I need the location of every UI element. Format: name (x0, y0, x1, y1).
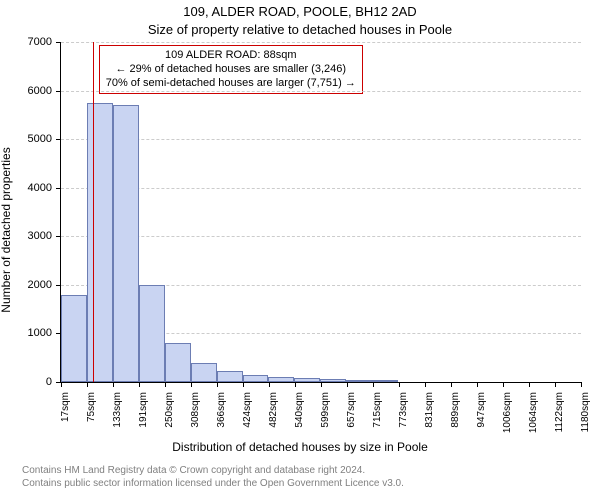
y-tick-label: 3000 (0, 230, 52, 242)
x-tick-label: 424sqm (242, 392, 253, 440)
annotation-box: 109 ALDER ROAD: 88sqm← 29% of detached h… (99, 45, 363, 94)
x-tick-label: 482sqm (268, 392, 279, 440)
x-tick-label: 1122sqm (554, 392, 565, 440)
histogram-bar (61, 295, 87, 382)
x-tick-label: 1064sqm (528, 392, 539, 440)
x-tick-label: 599sqm (320, 392, 331, 440)
histogram-bar (320, 379, 346, 382)
x-tick (503, 382, 504, 387)
y-tick-label: 0 (0, 376, 52, 388)
x-tick (321, 382, 322, 387)
x-tick (243, 382, 244, 387)
x-tick (555, 382, 556, 387)
chart-title-main: 109, ALDER ROAD, POOLE, BH12 2AD (0, 4, 600, 19)
histogram-bar (268, 377, 294, 382)
x-tick-label: 133sqm (112, 392, 123, 440)
y-tick (56, 91, 61, 92)
x-tick-label: 250sqm (164, 392, 175, 440)
annotation-line: 109 ALDER ROAD: 88sqm (106, 49, 356, 63)
chart-container: 109, ALDER ROAD, POOLE, BH12 2AD Size of… (0, 0, 600, 500)
x-tick (399, 382, 400, 387)
x-tick (425, 382, 426, 387)
reference-line (93, 42, 94, 382)
y-tick-label: 5000 (0, 133, 52, 145)
y-gridline (61, 42, 581, 43)
y-tick-label: 2000 (0, 279, 52, 291)
attribution-line2: Contains public sector information licen… (22, 477, 404, 490)
x-tick (477, 382, 478, 387)
y-tick (56, 188, 61, 189)
x-tick-label: 191sqm (138, 392, 149, 440)
histogram-bar (165, 343, 191, 382)
annotation-line: ← 29% of detached houses are smaller (3,… (106, 63, 356, 77)
attribution: Contains HM Land Registry data © Crown c… (22, 464, 404, 490)
x-tick (87, 382, 88, 387)
x-tick (347, 382, 348, 387)
x-tick (165, 382, 166, 387)
x-tick (269, 382, 270, 387)
y-tick-label: 4000 (0, 182, 52, 194)
y-tick-label: 1000 (0, 327, 52, 339)
x-tick (61, 382, 62, 387)
y-tick (56, 236, 61, 237)
x-tick (451, 382, 452, 387)
y-tick (56, 285, 61, 286)
x-tick-label: 540sqm (294, 392, 305, 440)
histogram-bar (372, 380, 398, 382)
x-tick (373, 382, 374, 387)
x-tick-label: 308sqm (190, 392, 201, 440)
x-tick (529, 382, 530, 387)
y-tick-label: 7000 (0, 36, 52, 48)
x-tick-label: 889sqm (450, 392, 461, 440)
histogram-bar (346, 380, 372, 382)
attribution-line1: Contains HM Land Registry data © Crown c… (22, 464, 404, 477)
histogram-bar (243, 375, 269, 382)
x-tick-label: 1006sqm (502, 392, 513, 440)
x-tick (139, 382, 140, 387)
x-tick-label: 75sqm (86, 392, 97, 440)
chart-title-sub: Size of property relative to detached ho… (0, 22, 600, 37)
x-tick (295, 382, 296, 387)
y-tick-label: 6000 (0, 85, 52, 97)
y-gridline (61, 188, 581, 189)
x-tick-label: 657sqm (346, 392, 357, 440)
y-gridline (61, 236, 581, 237)
y-tick (56, 139, 61, 140)
x-tick-label: 831sqm (424, 392, 435, 440)
x-tick (217, 382, 218, 387)
x-tick-label: 1180sqm (580, 392, 591, 440)
y-tick (56, 42, 61, 43)
x-tick-label: 947sqm (476, 392, 487, 440)
y-gridline (61, 91, 581, 92)
histogram-bar (191, 363, 217, 382)
x-tick (191, 382, 192, 387)
histogram-bar (217, 371, 243, 382)
x-tick (581, 382, 582, 387)
x-tick-label: 17sqm (60, 392, 71, 440)
plot-area: 109 ALDER ROAD: 88sqm← 29% of detached h… (60, 42, 581, 383)
y-gridline (61, 139, 581, 140)
histogram-bar (113, 105, 139, 382)
x-tick (113, 382, 114, 387)
histogram-bar (294, 378, 320, 382)
x-tick-label: 715sqm (372, 392, 383, 440)
histogram-bar (139, 285, 165, 382)
x-tick-label: 773sqm (398, 392, 409, 440)
x-axis-label: Distribution of detached houses by size … (0, 440, 600, 454)
annotation-line: 70% of semi-detached houses are larger (… (106, 77, 356, 91)
histogram-bar (87, 103, 113, 382)
x-tick-label: 366sqm (216, 392, 227, 440)
